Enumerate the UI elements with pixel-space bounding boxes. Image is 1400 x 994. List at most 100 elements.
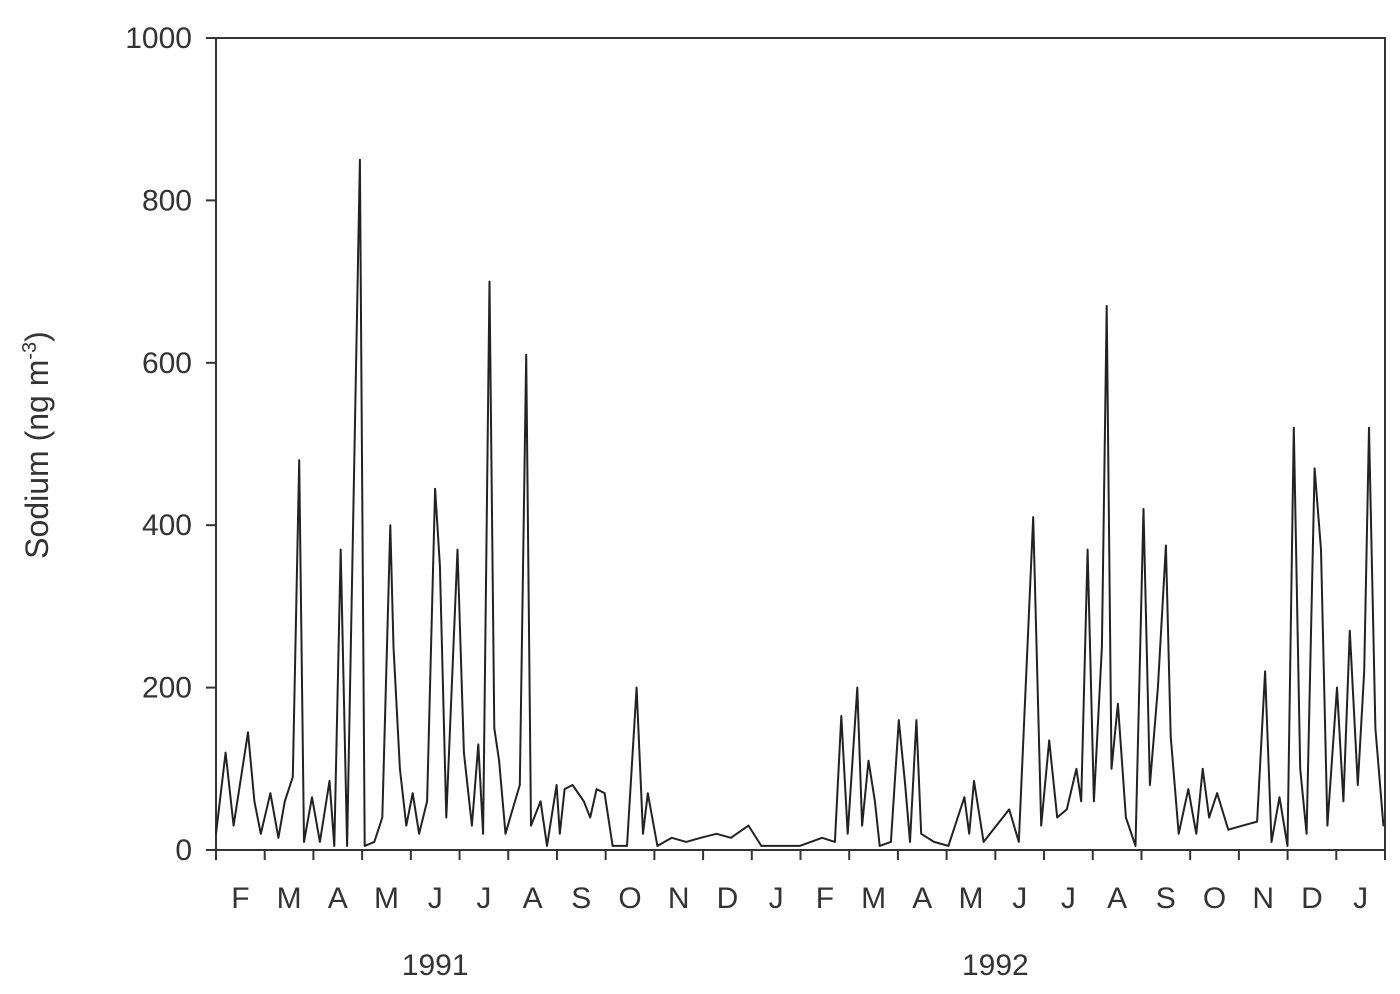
- data-point: [995, 824, 998, 827]
- data-point: [1320, 548, 1322, 551]
- data-point: [426, 800, 428, 803]
- y-tick-label: 200: [142, 672, 192, 705]
- data-point: [834, 841, 836, 843]
- data-point: [947, 845, 950, 847]
- data-point: [963, 796, 966, 799]
- data-point: [611, 845, 614, 847]
- data-point: [232, 824, 235, 827]
- data-point: [1169, 735, 1172, 738]
- data-point: [559, 832, 561, 835]
- data-point: [1195, 832, 1198, 835]
- data-point: [1165, 544, 1167, 547]
- data-point: [1227, 828, 1230, 831]
- data-point: [898, 719, 900, 721]
- data-point: [445, 816, 448, 819]
- month-label: D: [1301, 882, 1323, 915]
- data-point: [699, 837, 702, 839]
- month-label: J: [769, 882, 784, 915]
- data-point: [1326, 824, 1329, 827]
- data-point: [339, 548, 342, 551]
- data-point: [319, 841, 321, 843]
- data-point: [583, 800, 585, 803]
- sodium-series-line: [215, 158, 1385, 847]
- data-point: [840, 715, 843, 717]
- data-point: [277, 837, 280, 839]
- data-point: [1032, 516, 1034, 518]
- data-point: [1149, 784, 1151, 786]
- month-label: D: [717, 882, 739, 915]
- data-point: [1048, 739, 1050, 742]
- data-point: [303, 841, 305, 843]
- data-point: [973, 780, 975, 782]
- data-point: [1086, 548, 1089, 551]
- data-point: [1286, 845, 1289, 847]
- data-point: [715, 832, 718, 835]
- data-point: [259, 832, 262, 835]
- data-point: [1305, 832, 1308, 835]
- data-point: [328, 780, 331, 782]
- data-point: [603, 792, 606, 794]
- month-label: J: [1061, 882, 1076, 915]
- data-point: [1056, 816, 1058, 819]
- data-point: [1080, 800, 1082, 803]
- data-point: [411, 792, 414, 794]
- data-point: [656, 845, 659, 847]
- y-tick-label: 0: [175, 834, 192, 867]
- data-point: [1293, 426, 1295, 429]
- data-point: [525, 353, 528, 356]
- month-label: O: [1203, 882, 1226, 915]
- year-label: 1991: [402, 949, 469, 982]
- data-point: [434, 487, 436, 490]
- data-point: [519, 784, 521, 786]
- data-point: [595, 788, 598, 790]
- data-point: [439, 565, 441, 567]
- data-point: [1110, 768, 1113, 770]
- data-point: [498, 759, 500, 762]
- data-point: [642, 832, 644, 835]
- data-point: [1105, 305, 1108, 307]
- month-label: N: [668, 882, 690, 915]
- data-point: [1134, 845, 1137, 847]
- plot-frame: [215, 37, 1386, 851]
- data-point: [399, 768, 401, 770]
- y-axis-title-superscript: -3: [19, 342, 41, 360]
- data-point: [1101, 646, 1103, 648]
- data-point: [798, 845, 801, 847]
- data-point: [389, 524, 392, 526]
- data-point: [488, 280, 491, 283]
- data-point: [530, 824, 532, 827]
- data-point: [1201, 768, 1204, 770]
- data-point: [283, 800, 286, 803]
- data-point: [471, 824, 473, 827]
- y-tick-label: 1000: [125, 22, 192, 55]
- data-point: [418, 832, 420, 835]
- data-point: [291, 776, 294, 778]
- data-point: [1264, 670, 1266, 673]
- month-label: S: [1156, 882, 1176, 915]
- data-point: [890, 841, 892, 843]
- data-point: [346, 845, 348, 847]
- data-point: [1125, 816, 1127, 819]
- data-point: [1093, 800, 1095, 803]
- data-point: [867, 759, 870, 762]
- data-point: [1075, 768, 1078, 770]
- data-point: [482, 832, 484, 835]
- data-point: [333, 845, 336, 847]
- month-label: J: [1012, 882, 1027, 915]
- data-point: [1278, 796, 1281, 799]
- data-point: [1363, 670, 1366, 673]
- data-point: [1187, 788, 1190, 790]
- data-point: [685, 841, 687, 843]
- month-label: N: [1252, 882, 1274, 915]
- data-point: [1382, 824, 1385, 827]
- data-point: [968, 832, 971, 835]
- month-label: M: [861, 882, 886, 915]
- data-point: [915, 719, 918, 721]
- data-point: [493, 727, 496, 729]
- data-point: [920, 832, 923, 835]
- data-point: [1208, 816, 1210, 819]
- data-point: [821, 837, 823, 839]
- data-point: [1374, 727, 1377, 729]
- month-label: O: [618, 882, 641, 915]
